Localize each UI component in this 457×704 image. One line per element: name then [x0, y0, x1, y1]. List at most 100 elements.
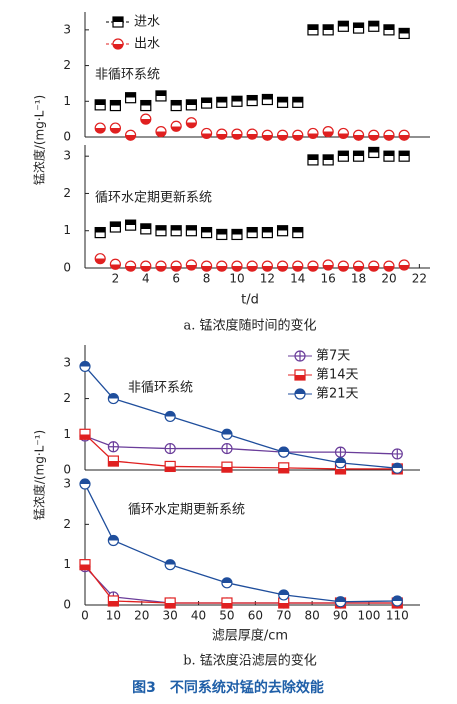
marker — [292, 226, 304, 239]
marker — [124, 260, 137, 272]
marker — [155, 126, 167, 138]
marker — [164, 443, 176, 455]
marker — [231, 260, 243, 272]
marker — [140, 223, 152, 235]
marker — [278, 462, 290, 474]
marker — [231, 95, 243, 107]
x-tick-label: 100 — [357, 609, 380, 623]
y-tick-label: 1 — [63, 427, 71, 441]
marker — [246, 94, 258, 107]
marker — [261, 260, 273, 272]
marker — [170, 260, 182, 272]
marker — [246, 128, 258, 140]
y-tick-label: 0 — [63, 130, 71, 144]
x-tick-label: 22 — [412, 272, 427, 286]
legend-marker — [294, 350, 306, 362]
y-tick-label: 0 — [63, 261, 71, 275]
marker — [276, 225, 289, 237]
marker — [94, 253, 106, 265]
marker — [391, 595, 403, 607]
marker — [276, 129, 289, 141]
legend-label: 进水 — [134, 15, 160, 30]
marker — [107, 595, 119, 607]
marker — [292, 96, 304, 108]
marker — [368, 20, 380, 32]
x-tick-label: 20 — [134, 609, 149, 623]
marker — [337, 127, 349, 140]
marker — [107, 534, 119, 547]
marker — [170, 99, 182, 112]
marker — [79, 360, 91, 373]
marker — [185, 225, 197, 237]
marker — [352, 129, 365, 141]
x-tick-label: 4 — [142, 272, 150, 286]
x-tick-label: 60 — [248, 609, 263, 623]
y-tick-label: 1 — [63, 557, 71, 571]
legend-marker — [294, 369, 306, 381]
marker — [109, 122, 121, 134]
x-axis-label: 滤层厚度/cm — [212, 628, 288, 644]
y-tick-label: 3 — [63, 355, 71, 369]
x-tick-label: 0 — [81, 609, 89, 623]
marker — [278, 589, 290, 601]
marker — [200, 260, 213, 272]
x-tick-label: 2 — [112, 272, 120, 286]
annotation: 非循环系统 — [95, 68, 160, 83]
legend-label: 出水 — [134, 37, 160, 52]
caption: b. 锰浓度沿滤层的变化 — [183, 653, 317, 669]
x-tick-label: 16 — [321, 272, 336, 286]
marker — [185, 117, 197, 129]
marker — [164, 410, 176, 423]
figure-title: 图3 不同系统对锰的去除效能 — [132, 679, 324, 696]
marker — [307, 24, 319, 36]
legend-label: 第7天 — [316, 349, 350, 364]
marker — [155, 90, 167, 102]
marker — [107, 392, 119, 405]
marker — [383, 24, 395, 36]
x-tick-label: 40 — [191, 609, 206, 623]
marker — [164, 460, 176, 473]
marker — [337, 150, 349, 162]
marker — [200, 127, 213, 140]
marker — [337, 20, 349, 32]
marker — [261, 93, 273, 106]
marker — [246, 260, 258, 272]
marker — [278, 446, 290, 458]
y-tick-label: 2 — [63, 58, 71, 72]
marker — [383, 129, 395, 141]
marker — [170, 225, 182, 237]
marker — [221, 443, 233, 455]
legend-marker — [112, 16, 124, 28]
marker — [391, 448, 403, 460]
marker — [94, 99, 106, 111]
marker — [221, 577, 233, 589]
marker — [94, 122, 106, 134]
x-tick-label: 110 — [386, 609, 409, 623]
marker — [109, 99, 121, 112]
marker — [185, 259, 197, 271]
y-tick-label: 2 — [63, 517, 71, 531]
y-tick-label: 0 — [63, 463, 71, 477]
marker — [221, 461, 233, 473]
marker — [140, 99, 152, 112]
marker — [337, 260, 349, 272]
marker — [246, 226, 258, 239]
marker — [155, 225, 167, 237]
x-tick-label: 8 — [203, 272, 211, 286]
x-tick-label: 18 — [351, 272, 366, 286]
marker — [164, 559, 176, 571]
marker — [334, 446, 347, 458]
marker — [216, 228, 228, 241]
marker — [352, 150, 365, 162]
x-tick-label: 50 — [219, 609, 234, 623]
marker — [322, 126, 334, 138]
marker — [200, 226, 213, 239]
marker — [200, 97, 213, 109]
marker — [124, 129, 137, 141]
marker — [79, 428, 91, 440]
marker — [383, 150, 395, 162]
y-axis-label: 锰浓度/(mg·L⁻¹) — [32, 430, 47, 520]
marker — [124, 219, 137, 231]
x-tick-label: 90 — [333, 609, 348, 623]
